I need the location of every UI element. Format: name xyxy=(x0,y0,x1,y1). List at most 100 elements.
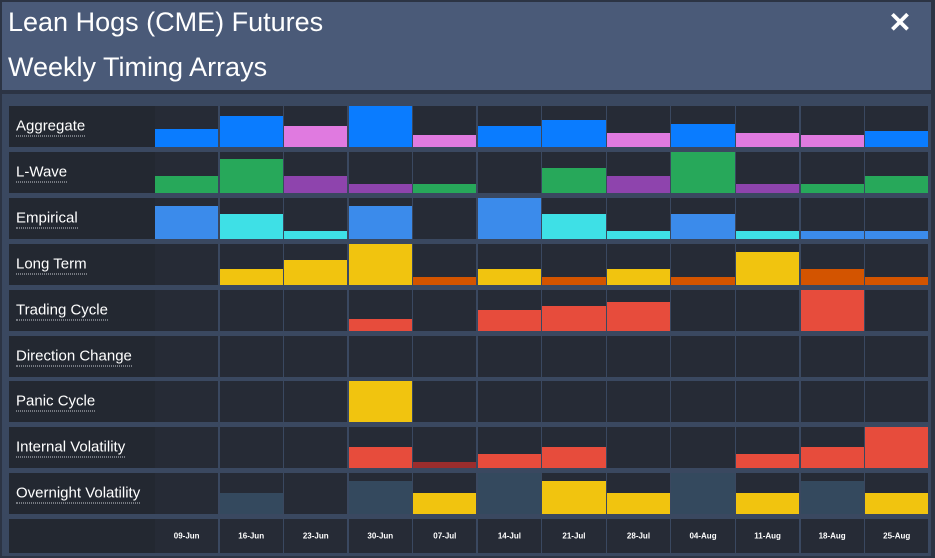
timing-cell[interactable] xyxy=(542,106,606,147)
timing-cell[interactable] xyxy=(800,106,864,147)
timing-cell[interactable] xyxy=(477,198,542,239)
timing-cell[interactable] xyxy=(413,336,477,377)
timing-cell[interactable] xyxy=(477,244,542,285)
timing-cell[interactable] xyxy=(155,106,219,147)
timing-cell[interactable] xyxy=(542,427,606,468)
timing-cell[interactable] xyxy=(219,152,283,193)
timing-cell[interactable] xyxy=(284,336,348,377)
timing-cell[interactable] xyxy=(865,290,929,331)
timing-cell[interactable] xyxy=(477,381,542,422)
timing-cell[interactable] xyxy=(735,152,800,193)
timing-cell[interactable] xyxy=(671,244,735,285)
timing-cell[interactable] xyxy=(671,336,735,377)
timing-cell[interactable] xyxy=(800,290,864,331)
timing-cell[interactable] xyxy=(348,427,412,468)
timing-cell[interactable] xyxy=(800,244,864,285)
timing-cell[interactable] xyxy=(865,336,929,377)
row-empirical-label[interactable]: Empirical xyxy=(16,209,78,228)
timing-cell[interactable] xyxy=(348,152,412,193)
timing-cell[interactable] xyxy=(542,198,606,239)
timing-cell[interactable] xyxy=(348,290,412,331)
timing-cell[interactable] xyxy=(348,473,412,514)
timing-cell[interactable] xyxy=(735,290,800,331)
timing-cell[interactable] xyxy=(671,290,735,331)
timing-cell[interactable] xyxy=(477,152,542,193)
timing-cell[interactable] xyxy=(865,198,929,239)
timing-cell[interactable] xyxy=(413,427,477,468)
row-internal-volatility-label[interactable]: Internal Volatility xyxy=(16,438,126,457)
timing-cell[interactable] xyxy=(735,198,800,239)
timing-cell[interactable] xyxy=(542,336,606,377)
timing-cell[interactable] xyxy=(413,106,477,147)
timing-cell[interactable] xyxy=(671,152,735,193)
timing-cell[interactable] xyxy=(413,198,477,239)
timing-cell[interactable] xyxy=(735,381,800,422)
timing-cell[interactable] xyxy=(155,427,219,468)
timing-cell[interactable] xyxy=(865,427,929,468)
timing-cell[interactable] xyxy=(219,473,283,514)
timing-cell[interactable] xyxy=(284,244,348,285)
timing-cell[interactable] xyxy=(155,152,219,193)
timing-cell[interactable] xyxy=(606,152,671,193)
timing-cell[interactable] xyxy=(606,198,671,239)
timing-cell[interactable] xyxy=(671,381,735,422)
timing-cell[interactable] xyxy=(219,244,283,285)
row-l-wave-label[interactable]: L-Wave xyxy=(16,163,68,182)
timing-cell[interactable] xyxy=(348,381,412,422)
timing-cell[interactable] xyxy=(542,381,606,422)
timing-cell[interactable] xyxy=(219,336,283,377)
timing-cell[interactable] xyxy=(477,473,542,514)
timing-cell[interactable] xyxy=(477,336,542,377)
timing-cell[interactable] xyxy=(413,290,477,331)
timing-cell[interactable] xyxy=(219,198,283,239)
timing-cell[interactable] xyxy=(284,106,348,147)
timing-cell[interactable] xyxy=(155,473,219,514)
timing-cell[interactable] xyxy=(219,427,283,468)
row-aggregate-label[interactable]: Aggregate xyxy=(16,117,86,136)
row-long-term-label[interactable]: Long Term xyxy=(16,255,87,274)
timing-cell[interactable] xyxy=(219,106,283,147)
timing-cell[interactable] xyxy=(413,381,477,422)
timing-cell[interactable] xyxy=(542,244,606,285)
timing-cell[interactable] xyxy=(671,473,735,514)
timing-cell[interactable] xyxy=(735,106,800,147)
timing-cell[interactable] xyxy=(865,106,929,147)
timing-cell[interactable] xyxy=(606,106,671,147)
timing-cell[interactable] xyxy=(671,427,735,468)
timing-cell[interactable] xyxy=(800,381,864,422)
timing-cell[interactable] xyxy=(865,244,929,285)
timing-cell[interactable] xyxy=(865,152,929,193)
timing-cell[interactable] xyxy=(219,381,283,422)
timing-cell[interactable] xyxy=(735,427,800,468)
row-direction-change-label[interactable]: Direction Change xyxy=(16,347,132,366)
timing-cell[interactable] xyxy=(348,106,412,147)
timing-cell[interactable] xyxy=(800,198,864,239)
timing-cell[interactable] xyxy=(606,244,671,285)
timing-cell[interactable] xyxy=(413,473,477,514)
timing-cell[interactable] xyxy=(800,427,864,468)
row-overnight-volatility-label[interactable]: Overnight Volatility xyxy=(16,484,141,503)
timing-cell[interactable] xyxy=(219,290,283,331)
timing-cell[interactable] xyxy=(735,473,800,514)
timing-cell[interactable] xyxy=(477,290,542,331)
timing-cell[interactable] xyxy=(348,244,412,285)
timing-cell[interactable] xyxy=(800,152,864,193)
row-panic-cycle-label[interactable]: Panic Cycle xyxy=(16,392,96,411)
timing-cell[interactable] xyxy=(800,473,864,514)
timing-cell[interactable] xyxy=(606,381,671,422)
timing-cell[interactable] xyxy=(284,381,348,422)
timing-cell[interactable] xyxy=(671,106,735,147)
timing-cell[interactable] xyxy=(155,290,219,331)
timing-cell[interactable] xyxy=(155,381,219,422)
timing-cell[interactable] xyxy=(284,152,348,193)
timing-cell[interactable] xyxy=(735,336,800,377)
timing-cell[interactable] xyxy=(606,290,671,331)
timing-cell[interactable] xyxy=(348,336,412,377)
timing-cell[interactable] xyxy=(284,198,348,239)
timing-cell[interactable] xyxy=(348,198,412,239)
close-icon[interactable]: ✕ xyxy=(888,7,912,38)
timing-cell[interactable] xyxy=(606,473,671,514)
timing-cell[interactable] xyxy=(735,244,800,285)
timing-cell[interactable] xyxy=(413,244,477,285)
timing-cell[interactable] xyxy=(284,290,348,331)
